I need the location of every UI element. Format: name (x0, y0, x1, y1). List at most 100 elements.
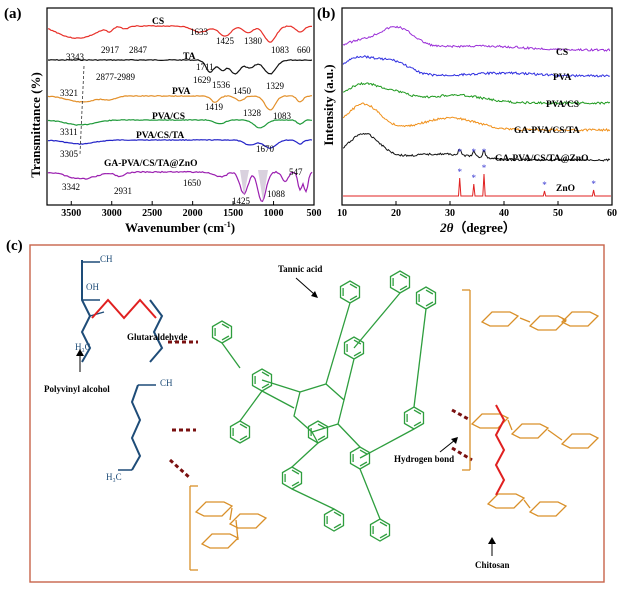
xrd-star-ga-1: * (472, 147, 477, 157)
tannic-link-12 (359, 428, 415, 459)
tannic-acid-structure (211, 270, 437, 542)
xrd-x-axis-theta: 2θ (439, 220, 454, 235)
tannic-acid-label: Tannic acid (278, 264, 322, 274)
xrd-line-cs (342, 25, 611, 52)
ftir-x-tick-label-2: 2500 (142, 208, 162, 219)
xrd-star-zno-0: * (457, 167, 462, 177)
chitosan-link-5 (229, 507, 233, 521)
schematic-frame (29, 244, 605, 583)
xrd-x-tick-label-2: 30 (445, 208, 455, 219)
tannic-ring-bonds-10 (372, 521, 388, 539)
xrd-y-axis-title: Intensity (a.u.) (321, 64, 336, 145)
xrd-star-zno-4: * (591, 179, 596, 189)
tannic-ring-bonds-11 (284, 469, 300, 487)
hydrogen-bond-label: Hydrogen bond (394, 454, 454, 464)
tannic-ring-bonds-3 (346, 339, 362, 357)
ftir-x-axis-sup: -1 (224, 220, 231, 229)
tannic-ring-bonds-5 (232, 423, 248, 441)
ftir-ann-3321: 3321 (60, 88, 78, 98)
ftir-label-ta: TA (183, 52, 196, 62)
ftir-line-pvacsta (47, 139, 313, 149)
chitosan-link-3 (547, 429, 563, 441)
xrd-x-tick-label-1: 20 (391, 208, 401, 219)
ftir-label-ga-zno: GA-PVA/CS/TA@ZnO (104, 159, 197, 169)
ftir-plot-frame (46, 7, 315, 206)
pva-ch3-1: CH (100, 254, 113, 264)
tannic-link-8 (353, 292, 401, 349)
hbond-4 (451, 408, 471, 422)
ftir-x-tick-label-0: 3500 (61, 208, 81, 219)
ftir-shade-1425 (240, 170, 249, 196)
ftir-ann-2847: 2847 (129, 45, 148, 55)
ftir-ann-1670: 1670 (256, 144, 275, 154)
tannic-link-2 (239, 390, 263, 422)
tannic-ring-bonds-7 (352, 449, 368, 467)
chitosan-ring-8 (194, 501, 234, 517)
ftir-ann-1629: 1629 (193, 75, 212, 85)
ftir-ann-1536: 1536 (212, 80, 231, 90)
ftir-ann-1083: 1083 (271, 45, 290, 55)
tannic-ring-bonds-8 (406, 409, 422, 427)
ftir-ann-3305: 3305 (60, 149, 79, 159)
ftir-label-pvacsta: PVA/CS/TA (136, 131, 184, 141)
chitosan-ring-4 (510, 423, 550, 439)
chitosan-link-4 (523, 499, 531, 509)
chitosan-ring-6 (486, 493, 526, 509)
tannic-link-11 (291, 488, 335, 510)
panel-c-label: (c) (6, 238, 23, 254)
tannic-link-10 (291, 442, 319, 468)
panel-b: (b) 10 20 30 40 50 60 Intensity (a.u.) 2θ（deg… (317, 6, 617, 235)
ftir-label-pva: PVA (172, 87, 190, 97)
tannic-ring-9 (323, 508, 345, 532)
glutaraldehyde-label: Glutaraldehyde (127, 332, 188, 342)
xrd-series-lines (342, 25, 611, 197)
tannic-link-1 (261, 390, 295, 409)
hbond-arrow-head (451, 437, 458, 444)
ftir-line-pvacs (48, 119, 313, 129)
xrd-x-tick-label-4: 50 (553, 208, 563, 219)
tannic-ring-10 (369, 518, 391, 542)
ftir-ann-3343: 3343 (66, 52, 85, 62)
ftir-ann-1328: 1328 (243, 108, 262, 118)
xrd-x-ticks: 10 20 30 40 50 60 (337, 201, 617, 219)
chitosan-arrow-head (488, 537, 496, 544)
xrd-x-axis-rest: （degree） (453, 220, 516, 235)
pva-arrow-head (76, 349, 84, 356)
ftir-line-pva (47, 94, 313, 111)
xrd-label-cs: CS (556, 48, 568, 58)
ftir-y-axis-title: Transmittance (%) (28, 72, 43, 178)
pva-chain-top-backbone (80, 260, 92, 363)
xrd-line-ga (342, 102, 611, 132)
xrd-star-zno-1: * (472, 173, 477, 183)
xrd-label-zno: ZnO (556, 184, 575, 194)
ftir-label-cs: CS (152, 17, 164, 27)
xrd-plot-frame (341, 7, 613, 206)
panel-a-label: (a) (4, 6, 22, 22)
ftir-ann-1633: 1633 (190, 27, 209, 37)
tannic-ring-bonds-9 (326, 511, 342, 529)
ftir-ann-2931: 2931 (114, 186, 132, 196)
chitosan-link-1 (561, 317, 567, 323)
ftir-ann-1419: 1419 (205, 102, 224, 112)
xrd-label-ga: GA-PVA/CS/TA (514, 126, 580, 136)
xrd-x-tick-label-3: 40 (499, 208, 509, 219)
hbond-arrow-line (439, 439, 456, 453)
ftir-x-tick-label-4: 1500 (223, 208, 243, 219)
glutaraldehyde-bridge (91, 298, 157, 320)
ftir-ann-1329: 1329 (266, 81, 285, 91)
chitosan-link-6 (235, 519, 239, 541)
pva-chain-mid-branches (118, 384, 156, 471)
xrd-star-zno-2: * (482, 163, 487, 173)
pva-h3c-1: H₃C (75, 342, 91, 352)
ftir-ann-2877-2989: 2877-2989 (96, 72, 135, 82)
ftir-ann-660: 660 (297, 45, 311, 55)
xrd-line-ga-zno (342, 132, 611, 162)
chitosan-ring-9 (228, 513, 268, 529)
xrd-line-pva (342, 55, 610, 78)
xrd-label-pvacs: PVA/CS (546, 100, 579, 110)
pva-chain-mid-backbone (130, 384, 142, 471)
tannic-arrow-head (311, 291, 318, 298)
ftir-x-axis-title: Wavenumber (cm-1) (125, 220, 235, 235)
tannic-link-7 (325, 302, 351, 385)
xrd-star-ga-2: * (482, 147, 487, 157)
